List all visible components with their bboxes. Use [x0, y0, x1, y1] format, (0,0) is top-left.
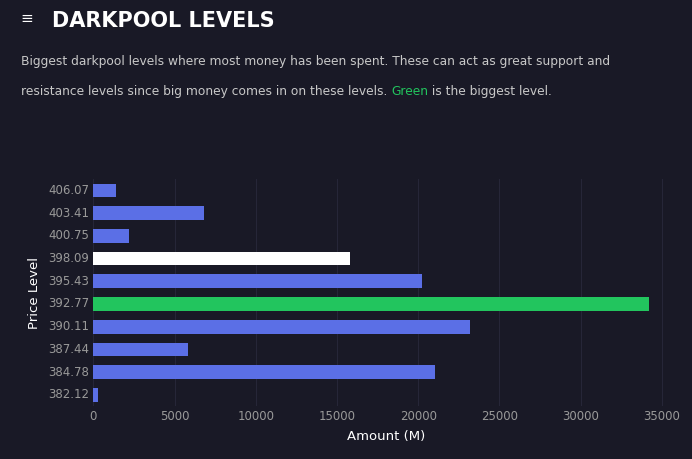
Bar: [93, 388, 98, 402]
Bar: [93, 320, 471, 334]
Text: Green: Green: [391, 85, 428, 98]
Bar: [93, 274, 421, 288]
Bar: [93, 252, 350, 265]
Bar: [93, 206, 204, 220]
Y-axis label: Price Level: Price Level: [28, 257, 42, 329]
Text: Biggest darkpool levels where most money has been spent. These can act as great : Biggest darkpool levels where most money…: [21, 55, 610, 68]
Text: is the biggest level.: is the biggest level.: [428, 85, 552, 98]
Bar: [93, 184, 116, 197]
Bar: [93, 342, 188, 356]
Text: ≡: ≡: [21, 11, 33, 27]
X-axis label: Amount (M): Amount (M): [347, 431, 425, 443]
Bar: [93, 297, 649, 311]
Text: resistance levels since big money comes in on these levels.: resistance levels since big money comes …: [21, 85, 391, 98]
Bar: [93, 365, 435, 379]
Bar: [93, 229, 129, 243]
Text: DARKPOOL LEVELS: DARKPOOL LEVELS: [52, 11, 275, 32]
